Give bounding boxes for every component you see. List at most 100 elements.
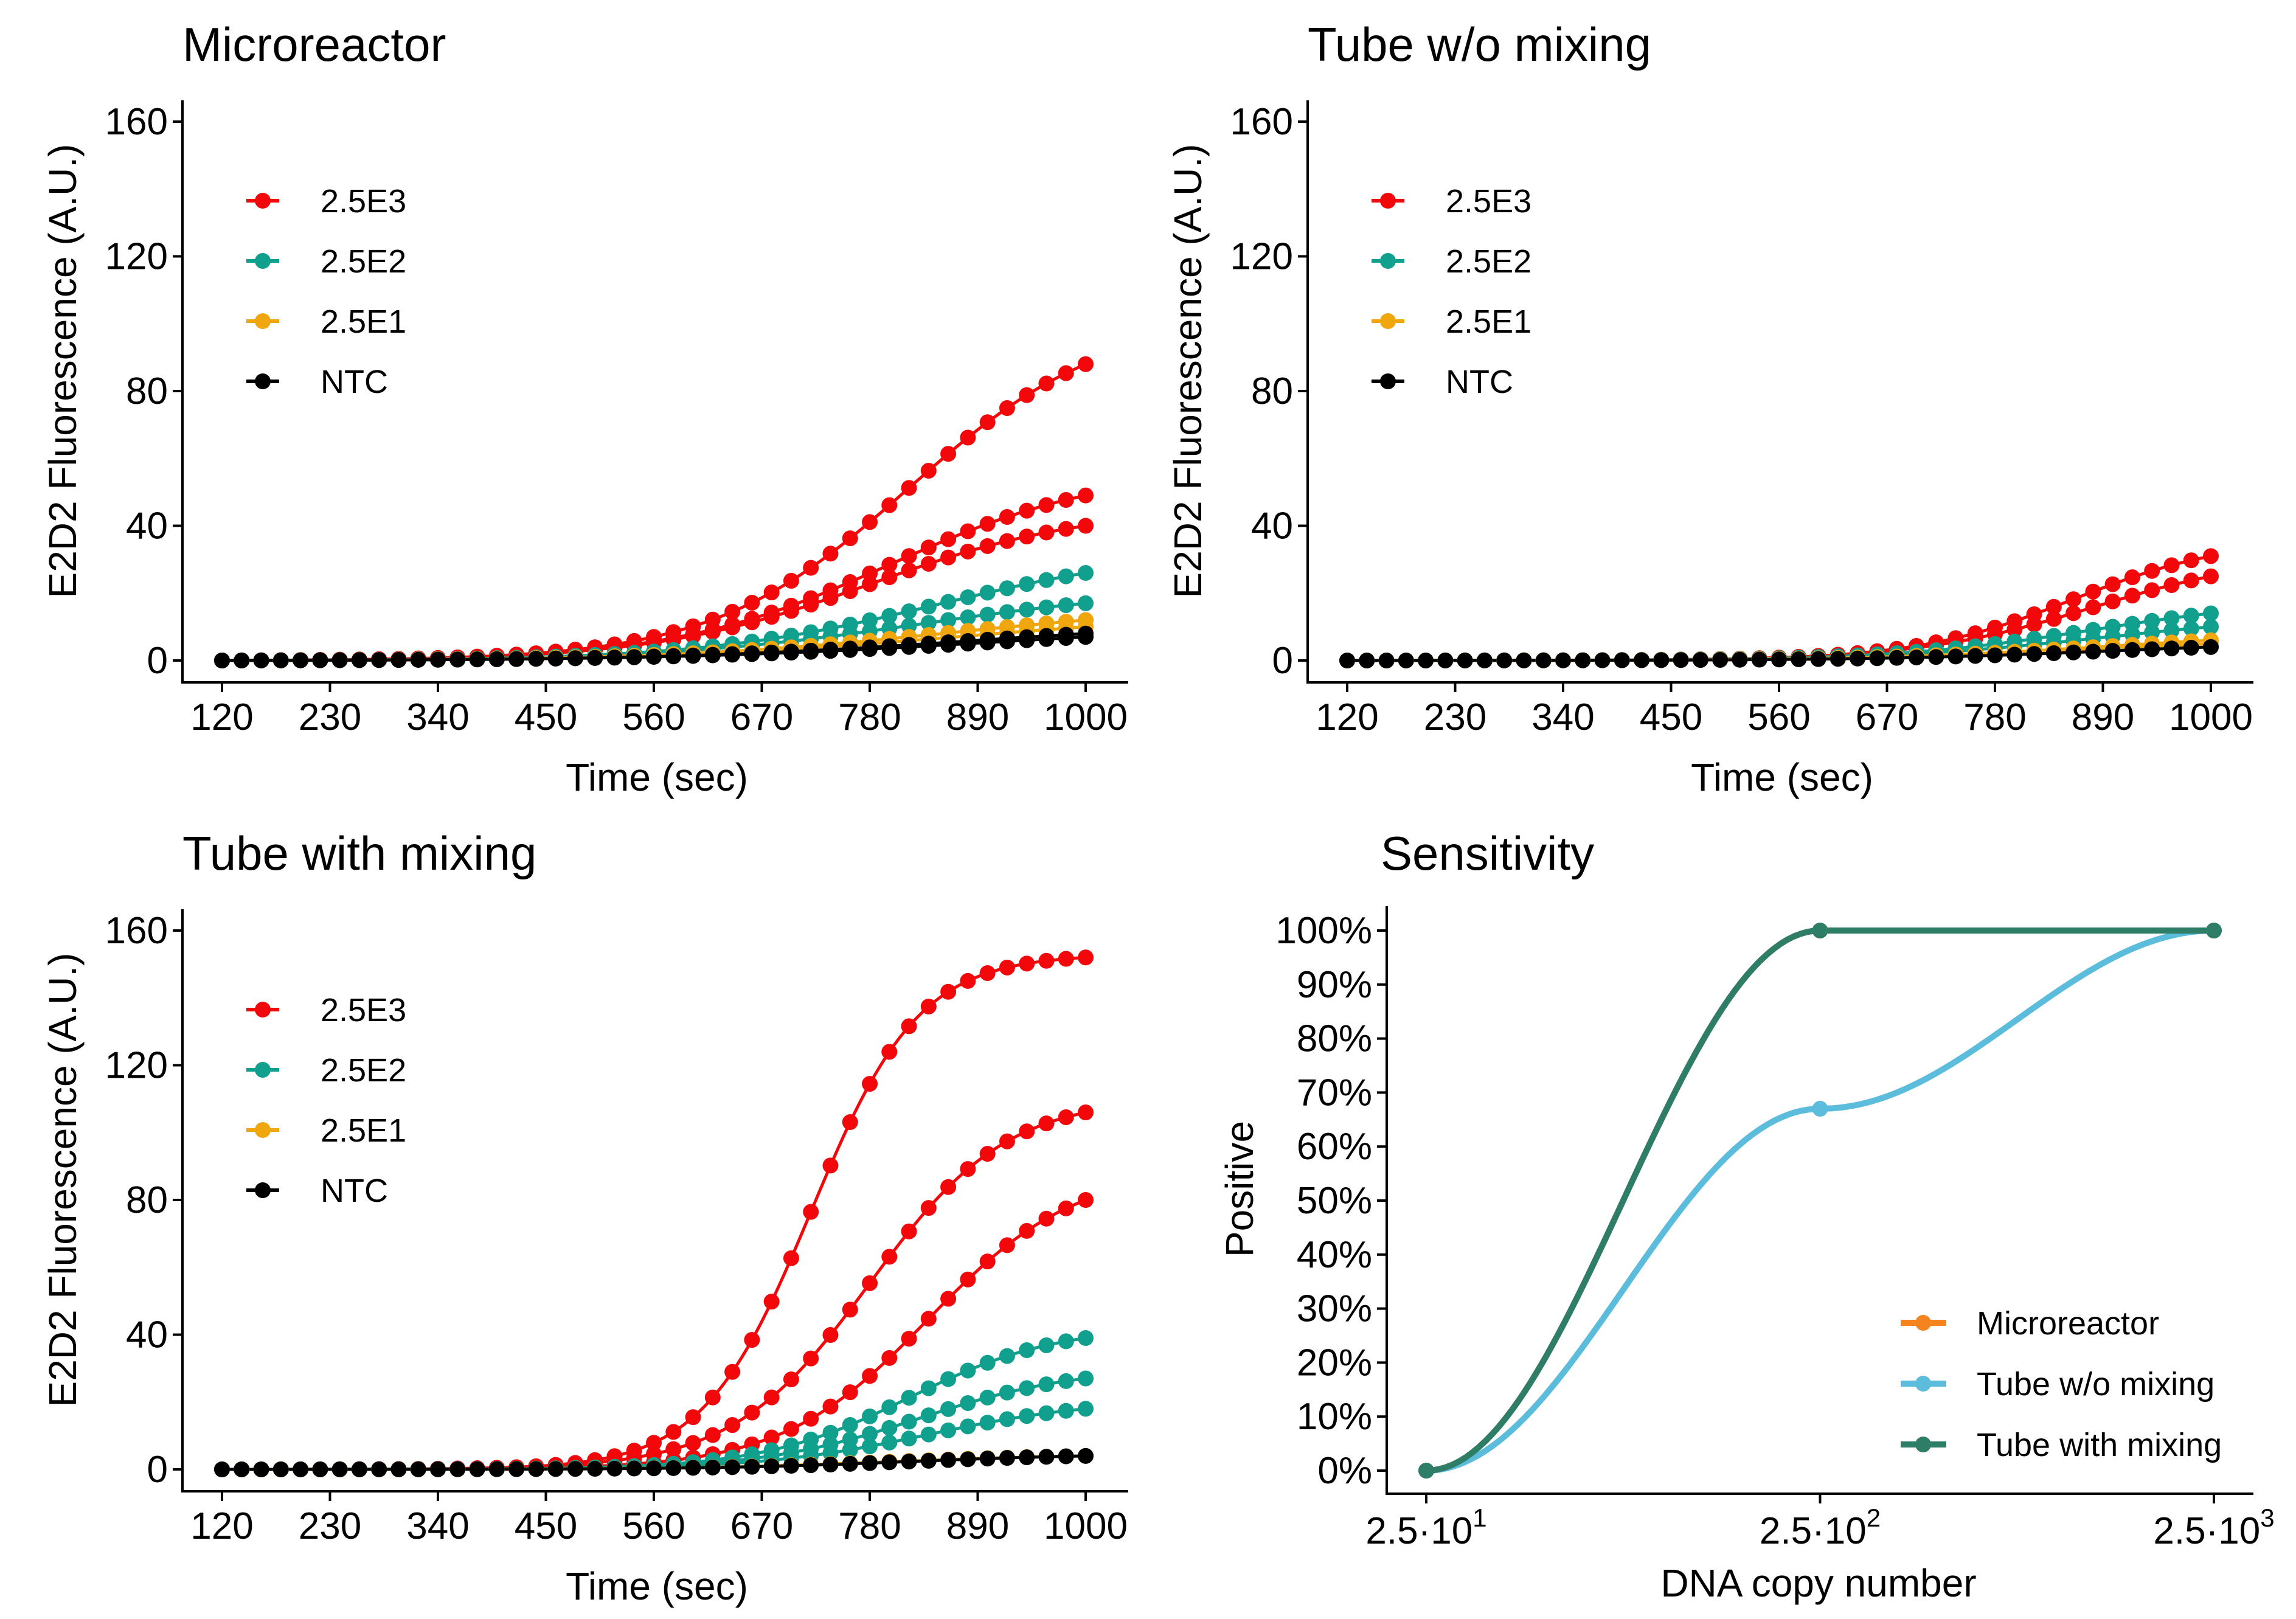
data-point-ntc (449, 1461, 466, 1477)
data-point-2-5e2 (2183, 608, 2199, 624)
data-point-ntc (2026, 646, 2042, 662)
x-tick-label: 560 (622, 696, 685, 738)
data-point-2-5e2 (960, 589, 976, 605)
data-point-ntc (1732, 651, 1748, 668)
data-point-2-5e3 (862, 1076, 878, 1092)
data-point-2-5e3 (763, 609, 780, 625)
data-point-2-5e3 (685, 1409, 701, 1426)
legend-marker-2-5e3 (1380, 193, 1396, 209)
data-point-2-5e3 (2065, 605, 2082, 622)
data-point-ntc (979, 634, 996, 651)
data-point-ntc (1339, 653, 1355, 668)
data-point-ntc (1594, 652, 1611, 668)
y-tick-label: 80 (126, 370, 168, 412)
data-point-2-5e2 (960, 1395, 976, 1411)
data-point-2-5e3 (960, 1271, 976, 1288)
data-point-2-5e3 (1058, 1200, 1074, 1216)
data-point-ntc (1614, 652, 1630, 668)
data-point-ntc (1850, 650, 1866, 667)
data-point-2-5e2 (2163, 622, 2180, 639)
data-point-ntc (1058, 1448, 1074, 1465)
data-point-2-5e2 (1078, 565, 1094, 581)
data-point-ntc (1791, 651, 1807, 667)
data-point-2-5e3 (842, 530, 858, 547)
data-point-ntc (842, 1455, 858, 1472)
data-point-2-5e2 (1019, 601, 1035, 618)
data-point-ntc (587, 650, 603, 666)
data-point-2-5e3 (1058, 492, 1074, 508)
data-point-ntc (488, 1461, 505, 1477)
x-axis-title-sensitivity: DNA copy number (1660, 1561, 1976, 1605)
data-point-2-5e2 (2183, 620, 2199, 637)
data-point-ntc (508, 651, 525, 667)
data-point-2-5e2 (979, 606, 996, 623)
data-point-2-5e3 (2124, 588, 2140, 604)
series-line-2-5e3 (1347, 554, 2211, 662)
ticks-tube-wo-mixing: 120 230 340 450 560 670 780 890 1000 0 40 80 120 160 (1230, 101, 2253, 738)
data-point-2-5e2 (920, 1407, 937, 1424)
data-point-2-5e3 (763, 584, 780, 601)
data-point-2-5e3 (862, 576, 878, 592)
data-point-2-5e3 (940, 446, 957, 462)
legend-marker-2-5e3 (255, 193, 271, 209)
series-lines-tube-with-mixing (222, 955, 1086, 1471)
y-axis-title-microreactor: E2D2 Fluorescence (A.U.) (41, 144, 85, 598)
data-point-2-5e3 (704, 1389, 721, 1406)
y-tick-label: 40 (126, 1314, 168, 1356)
data-point-2-5e2 (881, 608, 898, 624)
data-point-ntc (2104, 643, 2121, 659)
data-point-2-5e3 (704, 1427, 721, 1443)
data-point-ntc (1457, 652, 1473, 668)
data-point-2-5e2 (2203, 605, 2219, 622)
x-tick-label: 780 (1963, 696, 2026, 738)
data-point-ntc (783, 1458, 799, 1474)
data-point-ntc (587, 1461, 603, 1477)
x-tick-exponent: 1 (1472, 1503, 1486, 1532)
legend-tube-wo-mixing: 2.5E3 2.5E2 2.5E1 NTC (1372, 183, 1531, 400)
y-tick-label: 100% (1275, 910, 1372, 952)
y-tick-label: 90% (1297, 964, 1372, 1006)
data-point-ntc (293, 1461, 309, 1477)
data-point-2-5e3 (724, 1364, 741, 1380)
data-point-2-5e3 (920, 1200, 937, 1216)
data-point-ntc (1398, 652, 1414, 668)
data-point-2-5e3 (744, 1404, 760, 1421)
data-point-2-5e3 (803, 1410, 819, 1427)
data-point-ntc (1908, 649, 1924, 665)
data-point-ntc (822, 643, 839, 659)
y-axis-title-sensitivity: Positive (1218, 1121, 1261, 1257)
data-point-2-5e2 (940, 1422, 957, 1438)
data-point-2-5e3 (1019, 955, 1035, 972)
data-point-2-5e2 (822, 1424, 839, 1441)
series-points-sensitivity (1418, 923, 2222, 1479)
data-point-ntc (567, 1461, 583, 1477)
y-tick-label: 0 (147, 1449, 168, 1491)
data-point-ntc (2085, 643, 2101, 660)
data-point-2-5e3 (2085, 583, 2101, 600)
data-point-2-5e3 (842, 583, 858, 599)
data-point-ntc (979, 1451, 996, 1467)
data-point-2-5e2 (2163, 610, 2180, 626)
data-point-ntc (881, 640, 898, 656)
legend-tube-with-mixing: 2.5E3 2.5E2 2.5E1 NTC (246, 992, 406, 1209)
data-point-2-5e3 (665, 1441, 682, 1457)
data-point-2-5e3 (960, 543, 976, 560)
x-tick-label: 2.5·102 (1760, 1503, 1881, 1552)
data-point-ntc (547, 1461, 564, 1477)
y-tick-label: 0% (1317, 1450, 1372, 1492)
legend-label-ntc: NTC (321, 364, 388, 400)
data-point-2-5e3 (1019, 502, 1035, 519)
data-point-2-5e3 (862, 1368, 878, 1384)
data-point-2-5e3 (1038, 1115, 1055, 1132)
x-tick-label: 2.5·103 (2153, 1503, 2274, 1552)
y-tick-label: 40% (1297, 1234, 1372, 1276)
data-point-ntc (293, 652, 309, 668)
data-point-ntc (449, 651, 466, 668)
data-point-ntc (685, 1460, 701, 1476)
data-point-2-5e3 (822, 1157, 839, 1174)
data-point-ntc (214, 653, 230, 668)
data-point-2-5e3 (1078, 1192, 1094, 1208)
x-tick-label: 230 (1424, 696, 1486, 738)
data-point-2-5e2 (960, 1362, 976, 1379)
data-point-2-5e3 (1058, 365, 1074, 381)
